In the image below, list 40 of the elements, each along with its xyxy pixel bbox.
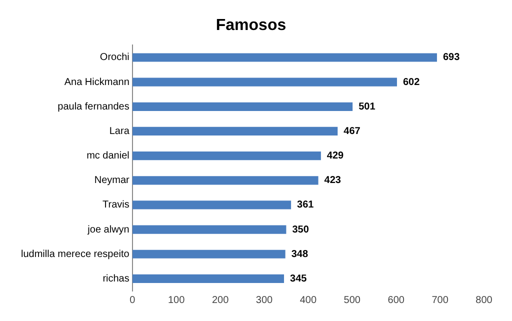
bar [132,53,437,62]
chart-title: Famosos [216,17,286,34]
y-tick-label: ludmilla merece respeito [20,248,130,260]
bar [132,250,286,258]
data-label: 467 [344,126,361,137]
y-tick-label: Orochi [100,52,130,64]
y-tick-label: paula fernandes [58,101,130,112]
bar [132,126,338,136]
bar [132,200,292,210]
data-label: 501 [358,101,376,112]
y-tick-label: Ana Hickmann [64,76,130,88]
x-tick-label: 300 [256,294,274,306]
data-label: 361 [297,200,314,211]
y-tick-label: Lara [109,126,130,137]
x-tick-label: 700 [432,294,449,306]
x-tick-label: 500 [344,294,361,306]
y-tick-label: joe alwyn [86,224,130,236]
y-tick-label: mc daniel [86,150,130,162]
y-tick-label: Neymar [94,175,130,186]
data-label: 602 [402,76,420,88]
data-label: 350 [292,224,310,236]
x-tick-label: 200 [212,294,230,306]
data-label: 348 [291,248,308,260]
x-tick-label: 100 [168,294,186,306]
data-label: 693 [442,52,460,64]
x-tick-label: 0 [130,294,136,306]
bar [132,152,321,160]
bar [132,274,284,284]
y-tick-label: richas [102,273,130,284]
x-tick-label: 400 [300,294,317,306]
x-tick-label: 600 [388,294,405,306]
y-tick-label: Travis [102,200,130,211]
bar [132,78,397,86]
bar [132,225,286,234]
bar [132,102,353,111]
data-label: 423 [324,175,342,186]
x-tick-label: 800 [476,294,493,306]
bar [132,176,318,185]
data-label: 429 [326,150,344,162]
data-label: 345 [290,273,308,284]
